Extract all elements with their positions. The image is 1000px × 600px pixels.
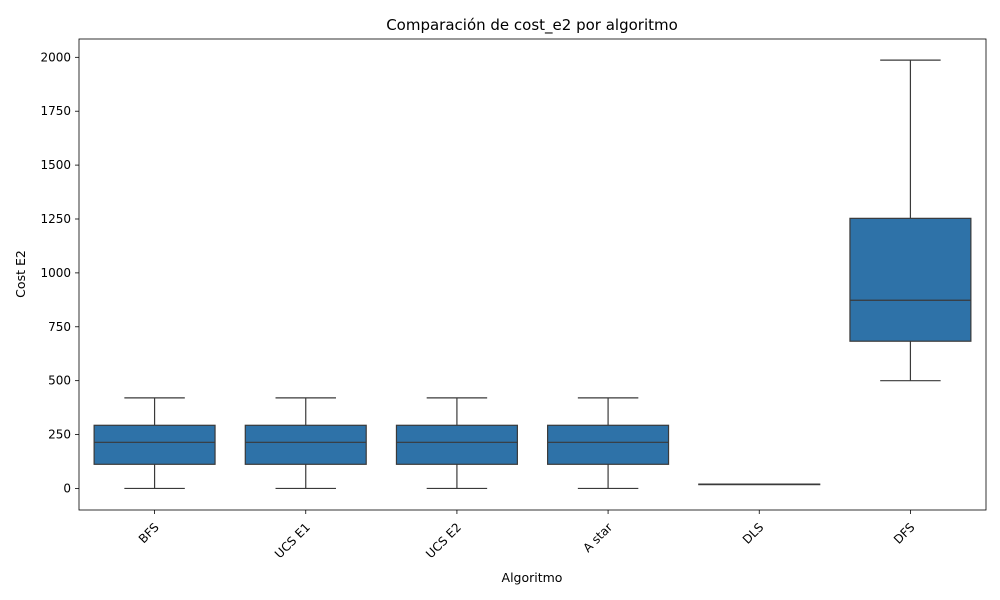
- box-dls: [698, 483, 821, 486]
- y-tick-label: 1500: [40, 158, 71, 172]
- box-ucs-e1: [244, 397, 367, 490]
- x-axis-label: Algoritmo: [502, 570, 563, 585]
- box-body: [93, 424, 216, 465]
- y-tick-label: 1750: [40, 104, 71, 118]
- y-axis-label: Cost E2: [13, 250, 28, 298]
- box-dfs: [849, 59, 972, 382]
- y-tick-label: 750: [48, 320, 71, 334]
- y-tick-label: 250: [48, 428, 71, 442]
- chart-title: Comparación de cost_e2 por algoritmo: [386, 16, 678, 35]
- plot-frame: [78, 38, 987, 511]
- box-body: [395, 424, 518, 465]
- y-tick-label: 0: [63, 481, 71, 495]
- x-tick-label: DFS: [891, 520, 918, 547]
- box-bfs: [93, 397, 216, 490]
- box-body: [849, 217, 972, 342]
- y-tick-label: 1000: [40, 266, 71, 280]
- box-a-star: [547, 397, 670, 490]
- x-tick-label: BFS: [136, 520, 162, 546]
- x-tick-label: UCS E2: [423, 520, 464, 561]
- box-body: [244, 424, 367, 465]
- x-tick-label: UCS E1: [272, 520, 313, 561]
- x-tick-label: DLS: [740, 520, 767, 547]
- y-tick-label: 2000: [40, 50, 71, 64]
- box-body: [547, 424, 670, 465]
- box-ucs-e2: [395, 397, 518, 490]
- y-tick-label: 1250: [40, 212, 71, 226]
- y-tick-label: 500: [48, 374, 71, 388]
- x-tick-label: A star: [580, 520, 615, 555]
